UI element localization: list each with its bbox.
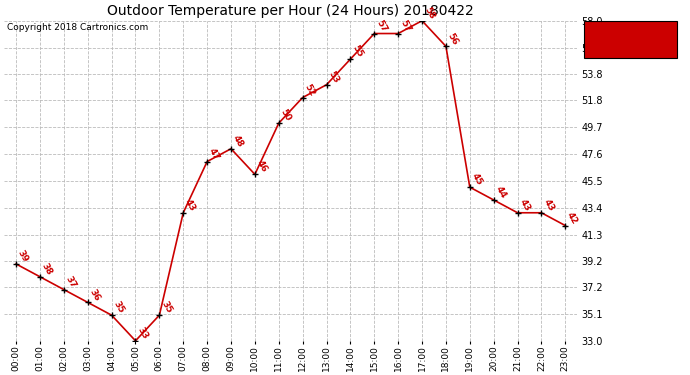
Text: 43: 43 xyxy=(184,197,197,213)
Text: 39: 39 xyxy=(16,249,30,264)
Text: 53: 53 xyxy=(326,69,341,85)
Text: 33: 33 xyxy=(135,326,150,341)
Text: 47: 47 xyxy=(207,146,221,162)
Text: Temperature (°F): Temperature (°F) xyxy=(611,35,690,44)
Text: 43: 43 xyxy=(518,197,532,213)
Text: 45: 45 xyxy=(470,172,484,187)
Text: 50: 50 xyxy=(279,108,293,123)
Text: 35: 35 xyxy=(112,300,126,315)
Text: 48: 48 xyxy=(231,134,245,149)
Text: 55: 55 xyxy=(351,44,364,59)
Text: Copyright 2018 Cartronics.com: Copyright 2018 Cartronics.com xyxy=(7,22,148,32)
Text: 57: 57 xyxy=(374,18,388,33)
Text: 42: 42 xyxy=(565,210,580,226)
Text: 38: 38 xyxy=(40,261,54,277)
Text: 58: 58 xyxy=(422,5,436,21)
Text: 36: 36 xyxy=(88,287,102,302)
Text: 43: 43 xyxy=(542,197,555,213)
Title: Outdoor Temperature per Hour (24 Hours) 20180422: Outdoor Temperature per Hour (24 Hours) … xyxy=(108,4,474,18)
Text: 46: 46 xyxy=(255,159,269,174)
Text: 52: 52 xyxy=(303,82,317,98)
Text: 57: 57 xyxy=(398,18,412,33)
Text: 37: 37 xyxy=(64,274,78,290)
Text: 44: 44 xyxy=(493,184,508,200)
Text: 56: 56 xyxy=(446,31,460,46)
Text: 35: 35 xyxy=(159,300,173,315)
